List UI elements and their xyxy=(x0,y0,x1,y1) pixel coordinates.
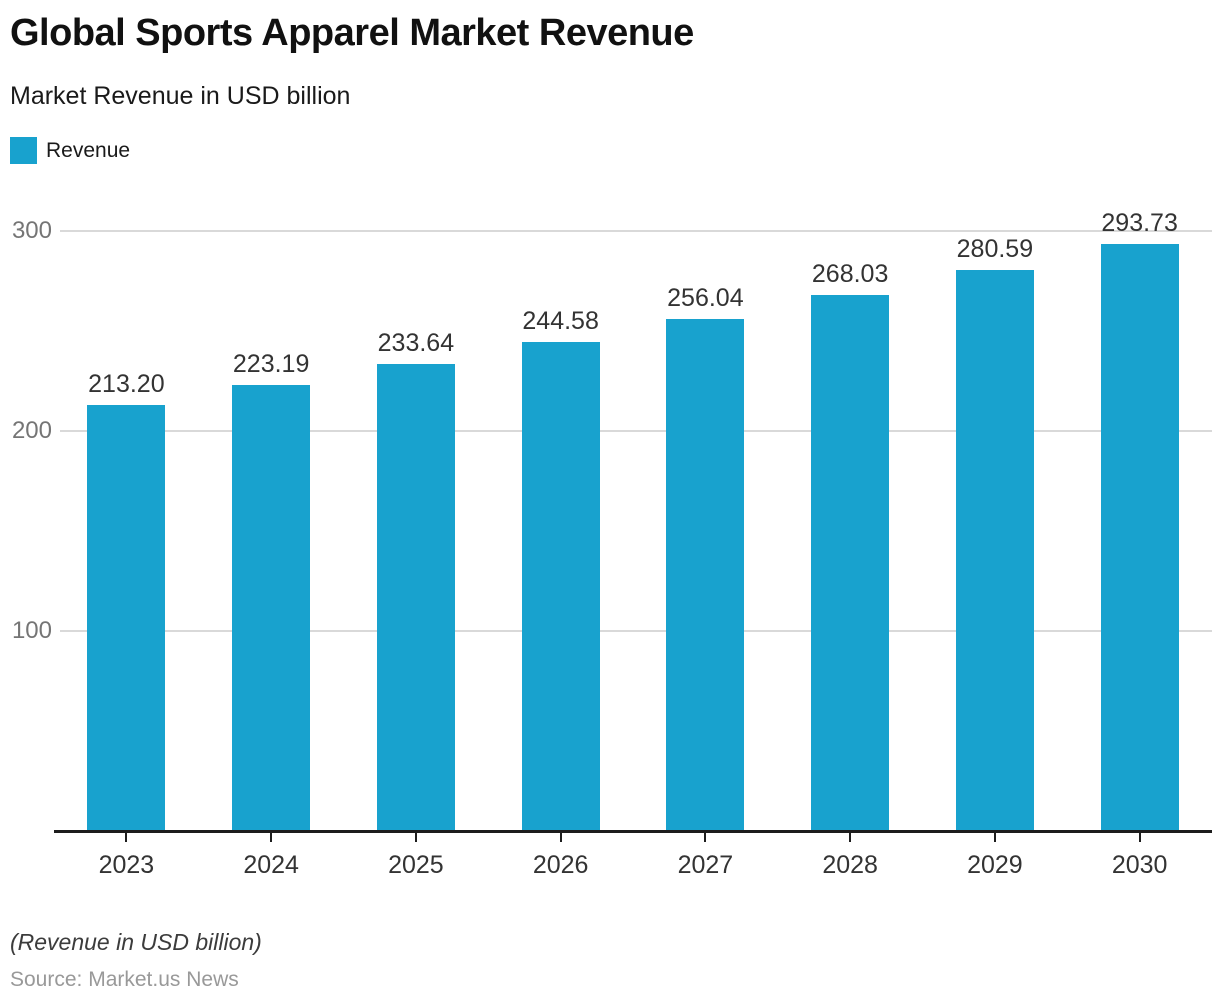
x-tick xyxy=(1138,833,1141,842)
bar xyxy=(232,384,311,831)
y-axis-label: 300 xyxy=(11,217,52,244)
bar xyxy=(376,363,455,831)
gridline xyxy=(60,630,1212,632)
gridline xyxy=(60,430,1212,432)
bar xyxy=(955,269,1034,831)
x-axis-label: 2024 xyxy=(243,851,299,879)
y-axis-label: 200 xyxy=(11,417,52,444)
legend-label: Revenue xyxy=(46,138,131,162)
x-tick xyxy=(125,833,128,842)
bar xyxy=(666,318,745,831)
y-axis-label: 100 xyxy=(11,617,52,644)
legend-swatch-icon xyxy=(10,137,37,164)
x-axis-label: 2026 xyxy=(532,851,589,879)
x-axis-label: 2023 xyxy=(98,851,155,879)
bar-value-label: 256.04 xyxy=(667,283,744,312)
bar xyxy=(521,341,600,831)
x-axis-label: 2029 xyxy=(967,851,1023,879)
bar xyxy=(1100,243,1179,831)
bar-value-label: 293.73 xyxy=(1101,208,1178,237)
x-tick xyxy=(559,833,562,842)
x-axis-label: 2025 xyxy=(388,851,444,879)
x-tick xyxy=(993,833,996,842)
x-tick xyxy=(849,833,852,842)
x-axis-label: 2030 xyxy=(1111,851,1168,879)
bar-value-label: 268.03 xyxy=(811,259,889,288)
chart-title: Global Sports Apparel Market Revenue xyxy=(10,12,694,54)
bar-value-label: 213.20 xyxy=(88,369,165,398)
bar-value-label: 223.19 xyxy=(232,349,310,378)
footnote: (Revenue in USD billion) xyxy=(10,929,262,955)
x-tick xyxy=(414,833,417,842)
bar-value-label: 280.59 xyxy=(956,234,1034,263)
bar-value-label: 233.64 xyxy=(377,328,455,357)
x-axis-label: 2028 xyxy=(822,851,878,879)
bar-value-label: 244.58 xyxy=(522,306,599,335)
x-tick xyxy=(704,833,707,842)
x-axis-line xyxy=(54,830,1212,833)
chart-subtitle: Market Revenue in USD billion xyxy=(10,82,351,110)
x-tick xyxy=(270,833,273,842)
bar xyxy=(811,294,890,831)
source-text: Source: Market.us News xyxy=(10,968,239,991)
x-axis-label: 2027 xyxy=(677,851,734,879)
bar xyxy=(87,404,166,831)
legend: Revenue xyxy=(10,137,130,164)
gridline xyxy=(60,230,1212,232)
